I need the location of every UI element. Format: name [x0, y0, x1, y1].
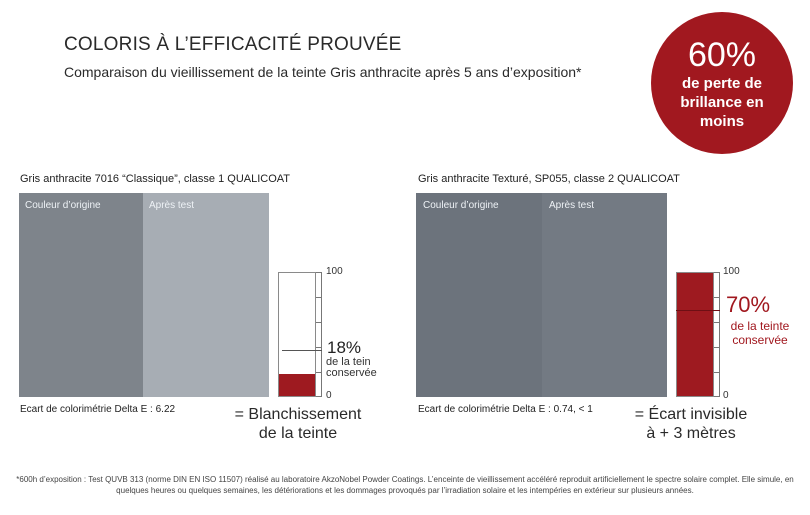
left-tick: [316, 396, 321, 397]
left-result-line1: = Blanchissement: [234, 406, 362, 423]
badge-percent: 60%: [687, 36, 757, 74]
left-tick: [316, 297, 321, 298]
left-axis-max: 100: [326, 266, 343, 277]
right-note-line2: conservée: [732, 333, 788, 347]
gloss-loss-badge: 60% de perte de brillance en moins: [651, 12, 793, 154]
left-after-label: Après test: [149, 200, 195, 211]
left-axis-min: 0: [326, 390, 332, 401]
right-bar-fill: [677, 273, 713, 396]
left-tick: [316, 322, 321, 323]
right-axis-min: 0: [723, 390, 729, 401]
right-tick: [714, 396, 719, 397]
right-bar-track: [676, 272, 714, 397]
right-origin-swatch: [416, 193, 542, 397]
right-origin-label: Couleur d’origine: [423, 200, 499, 211]
left-delta-e: Ecart de colorimétrie Delta E : 6.22: [20, 404, 176, 415]
left-bar-track: [278, 272, 316, 397]
right-tick: [714, 347, 719, 348]
right-level-line: [676, 310, 720, 311]
right-tick: [714, 297, 719, 298]
right-result-line1: = Écart invisible: [634, 406, 748, 423]
badge-text: de perte de brillance en moins: [680, 75, 764, 130]
left-note-line1: de la teinte: [326, 356, 370, 368]
right-swatch-panel: Couleur d’origine Après test: [416, 193, 667, 397]
left-origin-swatch: [19, 193, 143, 397]
right-tick: [714, 322, 719, 323]
left-bar-axis: [321, 272, 322, 397]
left-note-line2: conservée: [326, 367, 377, 379]
left-tick: [316, 372, 321, 373]
left-percent: 18%: [327, 338, 362, 357]
right-after-swatch: [542, 193, 667, 397]
right-after-label: Après test: [549, 200, 595, 211]
right-result-line2: à + 3 mètres: [646, 425, 736, 442]
footnote: *600h d’exposition : Test QUVB 313 (norm…: [16, 475, 794, 495]
left-tick: [316, 347, 321, 348]
page-subtitle: Comparaison du vieillissement de la tein…: [64, 64, 582, 80]
right-tick: [714, 372, 719, 373]
left-sample-title: Gris anthracite 7016 “Classique”, classe…: [20, 173, 291, 185]
left-swatch-panel: Couleur d’origine Après test: [19, 193, 269, 397]
right-axis-max: 100: [723, 266, 740, 277]
left-bar-fill: [279, 373, 315, 396]
right-percent: 70%: [726, 292, 771, 317]
left-origin-label: Couleur d’origine: [25, 200, 101, 211]
right-bar-axis: [719, 272, 720, 397]
left-result-line2: de la teinte: [258, 425, 338, 442]
left-after-swatch: [143, 193, 269, 397]
left-tick: [316, 272, 321, 273]
right-tick: [714, 272, 719, 273]
right-sample-title: Gris anthracite Texturé, SP055, classe 2…: [418, 173, 680, 185]
left-level-line: [282, 350, 322, 351]
right-delta-e: Ecart de colorimétrie Delta E : 0.74, < …: [418, 404, 593, 415]
right-note-line1: de la teinte: [730, 319, 790, 333]
page-title: COLORIS À L’EFFICACITÉ PROUVÉE: [64, 34, 402, 55]
